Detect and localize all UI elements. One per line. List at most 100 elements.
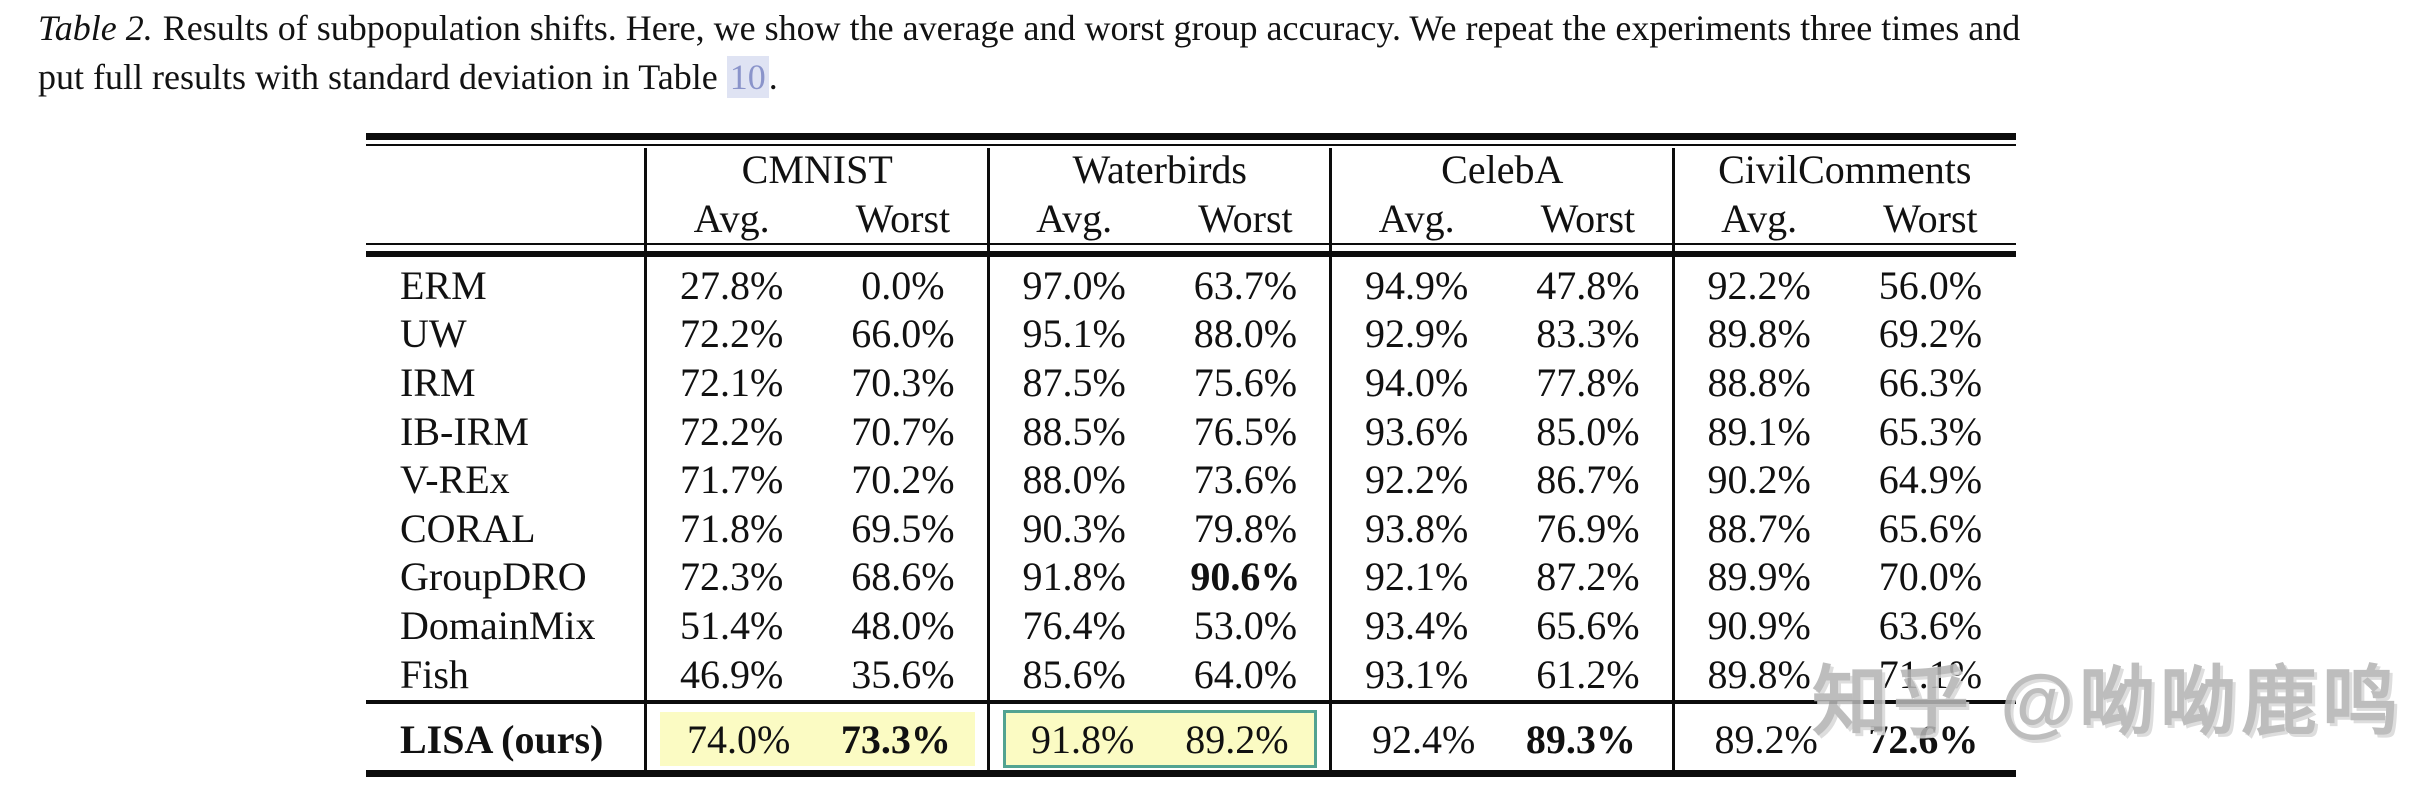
value-cell: 0.0% xyxy=(861,262,945,308)
subheader-cell: Avg. xyxy=(1721,195,1798,241)
value-cell: 90.3% xyxy=(1022,505,1126,551)
group-header-celeba: CelebA xyxy=(1441,146,1564,192)
corner-cell xyxy=(366,193,646,243)
value-cell: 76.4% xyxy=(1022,602,1126,648)
value-cell: 88.7% xyxy=(1707,505,1811,551)
value-cell: 92.2% xyxy=(1707,262,1811,308)
lisa-group-cell: 91.8% 89.2% xyxy=(989,708,1332,770)
value-cell: 70.0% xyxy=(1878,554,1983,600)
method-cell: CORAL xyxy=(400,505,536,551)
subheader-cell: Avg. xyxy=(1378,195,1455,241)
watermark: 知乎 @呦呦鹿鸣 xyxy=(1812,660,2404,745)
value-cell: 88.0% xyxy=(1022,457,1126,503)
subheader-cell: Worst xyxy=(1883,195,1978,241)
value-cell: 87.5% xyxy=(1022,359,1126,405)
value-cell: 88.8% xyxy=(1707,359,1811,405)
horizontal-rule-header-thick xyxy=(366,251,2016,257)
value-cell: 83.3% xyxy=(1536,311,1640,357)
highlight-box: 74.0% 73.3% xyxy=(660,712,975,767)
subheader-cell: Worst xyxy=(1540,195,1636,241)
value-cell: 56.0% xyxy=(1878,262,1983,308)
value-cell: 93.8% xyxy=(1364,505,1469,551)
value-cell: 89.8% xyxy=(1707,311,1811,357)
value-cell: 89.1% xyxy=(1707,408,1811,454)
value-cell: 79.8% xyxy=(1193,505,1298,551)
value-cell: 72.3% xyxy=(679,554,784,600)
value-cell: 71.1% xyxy=(1878,651,1983,697)
value-cell: 89.2% xyxy=(1714,716,1818,762)
rule-spacer xyxy=(366,243,2016,261)
value-cell: 64.9% xyxy=(1878,457,1983,503)
value-cell: 91.8% xyxy=(1030,716,1135,762)
value-cell: 92.1% xyxy=(1364,554,1469,600)
value-cell: 64.0% xyxy=(1193,651,1298,697)
value-cell: 73.3% xyxy=(840,716,951,762)
value-cell: 47.8% xyxy=(1536,262,1640,308)
subheader-cell: Worst xyxy=(855,195,951,241)
vertical-rule-2 xyxy=(987,148,990,770)
value-cell: 51.4% xyxy=(679,602,784,648)
lisa-group-cell: 74.0% 73.3% xyxy=(646,708,989,770)
value-cell: 35.6% xyxy=(851,651,955,697)
value-cell: 91.8% xyxy=(1022,554,1126,600)
value-cell: 86.7% xyxy=(1536,457,1640,503)
value-cell: 85.0% xyxy=(1536,408,1640,454)
value-cell: 89.2% xyxy=(1185,716,1289,762)
method-cell-lisa: LISA (ours) xyxy=(400,716,604,762)
value-cell: 72.1% xyxy=(679,359,784,405)
table-10-link[interactable]: 10 xyxy=(726,56,769,98)
method-cell: V-REx xyxy=(400,457,510,503)
vertical-rule-1 xyxy=(644,148,647,770)
value-cell: 70.3% xyxy=(851,359,955,405)
caption-line-2: put full results with standard deviation… xyxy=(38,56,778,98)
value-cell: 53.0% xyxy=(1193,602,1298,648)
value-cell: 27.8% xyxy=(679,262,784,308)
horizontal-rule-header-thin xyxy=(366,243,2016,245)
value-cell: 70.7% xyxy=(851,408,955,454)
highlight-box: 91.8% 89.2% xyxy=(1002,710,1317,769)
value-cell: 87.2% xyxy=(1536,554,1640,600)
vertical-rule-3 xyxy=(1329,148,1332,770)
method-cell: UW xyxy=(400,311,467,357)
table-caption: Table 2. Results of subpopulation shifts.… xyxy=(38,4,2398,102)
value-cell: 90.2% xyxy=(1707,457,1811,503)
method-cell: GroupDRO xyxy=(400,554,587,600)
caption-label: Table 2. xyxy=(38,8,153,48)
value-cell: 72.2% xyxy=(679,311,784,357)
horizontal-rule-bottom xyxy=(366,770,2016,777)
method-cell: Fish xyxy=(400,651,469,697)
caption-text-1: Results of subpopulation shifts. Here, w… xyxy=(162,8,2021,48)
value-cell: 65.3% xyxy=(1878,408,1983,454)
method-cell: DomainMix xyxy=(400,602,596,648)
horizontal-rule-top-thick xyxy=(366,133,2016,140)
value-cell: 94.9% xyxy=(1364,262,1469,308)
group-header-civilcomments: CivilComments xyxy=(1718,146,1972,192)
subheader-cell: Avg. xyxy=(1036,195,1113,241)
value-cell: 94.0% xyxy=(1364,359,1469,405)
value-cell: 75.6% xyxy=(1193,359,1298,405)
value-cell: 97.0% xyxy=(1022,262,1126,308)
value-cell: 72.2% xyxy=(679,408,784,454)
horizontal-rule-pre-lisa xyxy=(366,700,2016,704)
table-grid: CMNIST Waterbirds CelebA CivilComments Avg. W… xyxy=(366,145,2016,770)
value-cell: 66.0% xyxy=(851,311,955,357)
results-table: CMNIST Waterbirds CelebA CivilComments Avg. W… xyxy=(366,133,2016,785)
lisa-group-cell: 89.2% 72.6% xyxy=(1674,708,2017,770)
corner-cell xyxy=(366,145,646,193)
value-cell: 88.5% xyxy=(1022,408,1126,454)
horizontal-rule-top-thin xyxy=(366,144,2016,146)
value-cell: 89.3% xyxy=(1525,716,1636,762)
value-cell: 69.5% xyxy=(851,505,955,551)
value-cell: 74.0% xyxy=(686,716,791,762)
subheader-cell: Avg. xyxy=(693,195,770,241)
lisa-value-pair: 89.2% 72.6% xyxy=(1688,712,2003,766)
value-cell: 68.6% xyxy=(851,554,955,600)
value-cell: 71.8% xyxy=(679,505,784,551)
value-cell: 69.2% xyxy=(1878,311,1983,357)
value-cell: 65.6% xyxy=(1536,602,1640,648)
value-cell: 70.2% xyxy=(851,457,955,503)
value-cell: 92.4% xyxy=(1371,716,1476,762)
value-cell: 76.5% xyxy=(1193,408,1298,454)
group-header-cmnist: CMNIST xyxy=(741,146,893,192)
value-cell: 72.6% xyxy=(1868,716,1979,762)
